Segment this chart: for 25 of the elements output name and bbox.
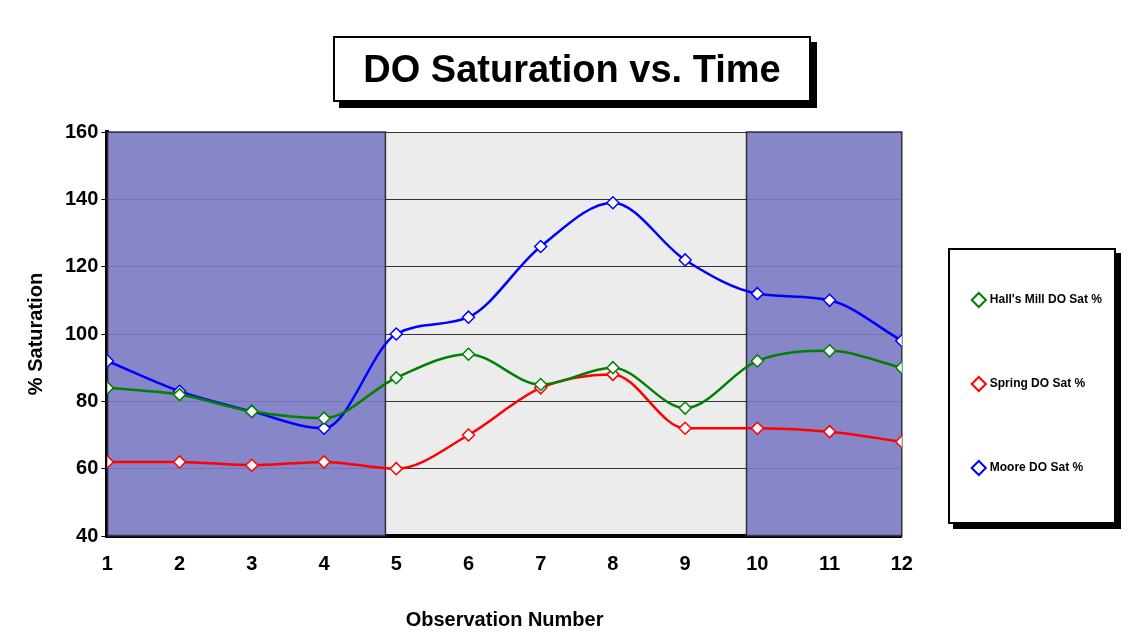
legend-label: Moore DO Sat % [989,460,1084,475]
x-tick-label: 7 [535,551,547,574]
x-tick-label: 1 [101,551,113,574]
x-tick-label: 6 [462,551,475,574]
y-tick-label: 80 [76,388,99,411]
x-tick-label: 8 [607,551,619,574]
x-axis-title: Observation Number [405,607,604,630]
y-tick-label: 120 [64,254,99,277]
x-tick-label: 12 [890,551,913,574]
x-tick-label: 10 [746,551,769,574]
y-tick-label: 40 [76,523,99,546]
x-tick-label: 4 [318,551,331,574]
legend-label: Spring DO Sat % [989,376,1086,391]
legend-label: Hall's Mill DO Sat % [989,292,1103,307]
x-tick-label: 9 [679,551,691,574]
x-tick-label: 2 [174,551,186,574]
y-tick-label: 160 [64,119,99,142]
x-tick-label: 5 [390,551,402,574]
y-tick-label: 140 [64,186,99,209]
y-tick-label: 60 [76,456,99,479]
chart-title: DO Saturation vs. Time [333,36,811,102]
y-axis-title: % Saturation [23,272,46,396]
x-tick-label: 11 [818,551,841,574]
y-tick-label: 100 [64,321,99,344]
x-tick-label: 3 [246,551,258,574]
